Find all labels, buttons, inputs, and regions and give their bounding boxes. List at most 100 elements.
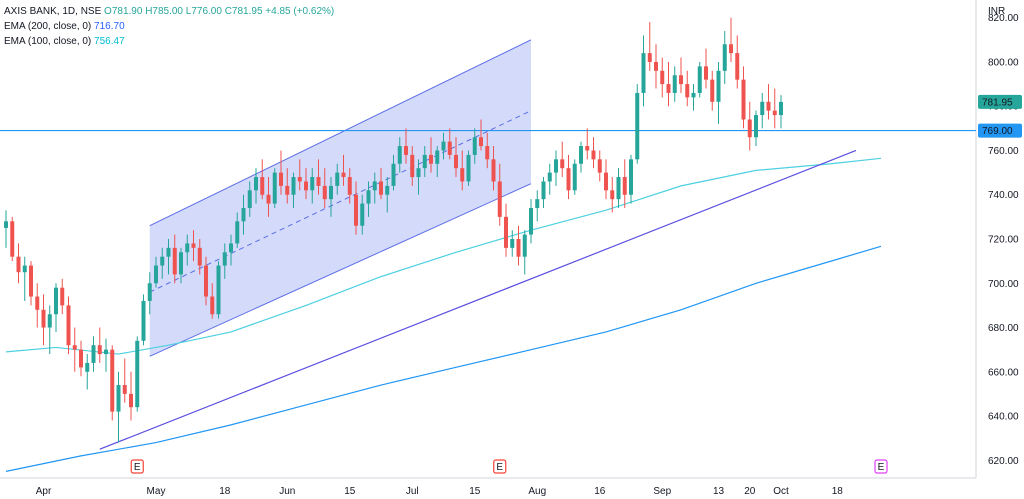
candle-body <box>391 163 396 186</box>
candle-body <box>566 168 571 191</box>
candle-body <box>754 115 758 138</box>
y-tick-label: 760.00 <box>988 146 1019 157</box>
candle-body <box>385 185 390 195</box>
candle-body <box>166 247 171 257</box>
candle-body <box>97 345 102 355</box>
earnings-marker: E <box>496 462 503 473</box>
candle-body <box>185 243 190 253</box>
candle-body <box>735 53 740 80</box>
ema200-value: 716.70 <box>94 21 125 32</box>
candle-body <box>316 177 321 186</box>
earnings-marker: E <box>134 462 141 473</box>
candle-body <box>591 150 596 160</box>
candle-body <box>54 287 58 315</box>
support-trendline <box>99 149 857 450</box>
candle-body <box>766 101 771 111</box>
candle-body <box>504 216 508 248</box>
candle-body <box>672 75 677 93</box>
candle-body <box>529 208 533 235</box>
candle-body <box>291 177 296 195</box>
candle-body <box>104 349 108 355</box>
candle-body <box>160 256 165 266</box>
level-price-badge-bg <box>978 123 1022 138</box>
candle-body <box>454 154 458 169</box>
y-tick-label: 800.00 <box>988 57 1019 68</box>
candle-body <box>147 283 152 301</box>
x-tick-label: Jul <box>406 486 419 497</box>
candle-body <box>304 181 308 191</box>
dividend-marker-frame <box>874 459 888 474</box>
channel-upper-line <box>149 39 532 227</box>
candle-body <box>297 177 302 182</box>
candle-body <box>479 137 483 147</box>
ema100-line <box>5 157 882 355</box>
candle-body <box>322 185 327 200</box>
candle-body <box>572 163 577 191</box>
candle-body <box>35 296 40 310</box>
candle-body <box>85 362 90 372</box>
candle-body <box>179 252 183 275</box>
candle-body <box>704 66 708 80</box>
candle-body <box>604 172 608 191</box>
x-tick-label: Apr <box>36 486 52 497</box>
candle-body <box>141 300 146 341</box>
candle-body <box>210 296 215 315</box>
candle-body <box>729 44 733 54</box>
x-tick-label: May <box>147 486 166 497</box>
candle-body <box>335 172 340 186</box>
candle-body <box>691 92 696 98</box>
candle-body <box>4 221 8 228</box>
candle-body <box>72 345 77 350</box>
x-tick-label: 18 <box>219 486 231 497</box>
candle-body <box>647 53 652 62</box>
candle-body <box>610 190 615 200</box>
ema200-label: EMA (200, close, 0) <box>4 21 92 32</box>
candle-body <box>135 340 140 408</box>
candle-body <box>466 154 471 182</box>
candles-group <box>4 17 783 443</box>
candle-body <box>522 234 527 257</box>
candle-body <box>660 70 665 85</box>
candle-body <box>747 119 752 138</box>
ema100-value: 756.47 <box>94 36 125 47</box>
candle-body <box>360 203 365 226</box>
candle-body <box>285 185 290 195</box>
candle-body <box>241 208 246 222</box>
channel-mid-line <box>149 110 532 293</box>
candle-body <box>422 154 427 169</box>
y-tick-label: 740.00 <box>988 190 1019 201</box>
candle-body <box>460 168 465 182</box>
candle-body <box>554 159 558 173</box>
candle-body <box>266 194 271 204</box>
candle-body <box>341 172 346 178</box>
candle-body <box>204 265 208 297</box>
candle-body <box>116 385 121 412</box>
x-tick-label: 20 <box>744 486 756 497</box>
candle-body <box>172 247 177 275</box>
candle-body <box>697 66 702 93</box>
y-tick-label: 640.00 <box>988 412 1019 423</box>
candle-body <box>722 44 727 71</box>
x-tick-label: Sep <box>653 486 671 497</box>
candle-body <box>254 177 258 191</box>
candle-body <box>235 221 240 244</box>
candle-body <box>547 172 552 182</box>
candle-body <box>510 239 515 248</box>
candle-body <box>541 181 546 200</box>
candle-body <box>710 79 715 102</box>
candle-body <box>685 84 690 98</box>
parallel-channel-fill <box>149 39 531 357</box>
level-price-badge: 769.00 <box>982 126 1013 137</box>
ema200-line <box>5 245 882 472</box>
currency-label: INR <box>988 6 1005 17</box>
y-tick-label: 720.00 <box>988 235 1019 246</box>
candle-body <box>66 305 71 346</box>
candle-body <box>154 265 158 284</box>
candle-body <box>47 314 52 328</box>
candle-body <box>616 177 621 200</box>
candle-body <box>410 154 415 178</box>
candle-body <box>435 150 440 164</box>
candle-body <box>110 349 115 412</box>
candle-body <box>347 177 352 195</box>
